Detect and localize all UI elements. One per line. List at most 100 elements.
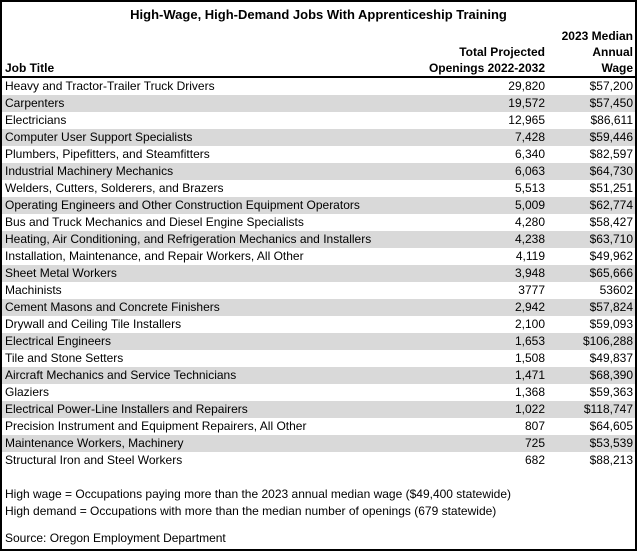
wage-cell: $51,251	[589, 181, 633, 195]
table-row: Carpenters 19,572 $57,450	[2, 95, 635, 112]
wage-cell: $53,539	[589, 436, 633, 450]
openings-cell: 1,022	[514, 402, 545, 416]
wage-cell: $68,390	[589, 368, 633, 382]
wage-cell: $59,363	[589, 385, 633, 399]
table-row: Tile and Stone Setters 1,508 $49,837	[2, 350, 635, 367]
openings-cell: 12,965	[508, 113, 545, 127]
footnote-high-demand: High demand = Occupations with more than…	[5, 504, 497, 518]
openings-cell: 1,508	[514, 351, 545, 365]
job-title-cell: Industrial Machinery Mechanics	[5, 164, 174, 178]
table-row: Precision Instrument and Equipment Repai…	[2, 418, 635, 435]
openings-cell: 5,513	[514, 181, 545, 195]
wage-cell: $57,824	[589, 300, 633, 314]
table-row: Heating, Air Conditioning, and Refrigera…	[2, 231, 635, 248]
openings-cell: 682	[524, 453, 545, 467]
source-line: Source: Oregon Employment Department	[5, 531, 226, 545]
wage-cell: $49,962	[589, 249, 633, 263]
openings-cell: 19,572	[508, 96, 545, 110]
wage-cell: $64,605	[589, 419, 633, 433]
wage-cell: $65,666	[589, 266, 633, 280]
job-title-cell: Precision Instrument and Equipment Repai…	[5, 419, 307, 433]
table-row: Welders, Cutters, Solderers, and Brazers…	[2, 180, 635, 197]
header-wage-line-2: Annual	[592, 45, 633, 59]
openings-cell: 6,063	[514, 164, 545, 178]
wage-cell: $118,747	[583, 402, 633, 416]
job-title-cell: Drywall and Ceiling Tile Installers	[5, 317, 182, 331]
wage-cell: $106,288	[582, 334, 633, 348]
wage-cell: $63,710	[589, 232, 633, 246]
wage-cell: $64,730	[589, 164, 633, 178]
table-row: Drywall and Ceiling Tile Installers 2,10…	[2, 316, 635, 333]
job-title-cell: Electrical Engineers	[5, 334, 112, 348]
table-row: Maintenance Workers, Machinery 725 $53,5…	[2, 435, 635, 452]
openings-cell: 5,009	[514, 198, 545, 212]
wage-cell: $88,213	[589, 453, 633, 467]
table-row: Electricians 12,965 $86,611	[2, 112, 635, 129]
openings-cell: 1,471	[514, 368, 545, 382]
openings-cell: 7,428	[514, 130, 545, 144]
job-title-cell: Cement Masons and Concrete Finishers	[5, 300, 220, 314]
openings-cell: 725	[524, 436, 545, 450]
wage-cell: $82,597	[589, 147, 633, 161]
job-title-cell: Welders, Cutters, Solderers, and Brazers	[5, 181, 224, 195]
wage-cell: 53602	[599, 283, 633, 297]
job-title-cell: Operating Engineers and Other Constructi…	[5, 198, 360, 212]
openings-cell: 1,653	[514, 334, 545, 348]
wage-cell: $57,200	[589, 79, 633, 93]
job-title-cell: Aircraft Mechanics and Service Technicia…	[5, 368, 237, 382]
openings-cell: 807	[524, 419, 545, 433]
header-wage: 2023 Median Annual Wage	[545, 28, 635, 76]
table-row: Plumbers, Pipefitters, and Steamfitters …	[2, 146, 635, 163]
job-title-cell: Maintenance Workers, Machinery	[5, 436, 184, 450]
openings-cell: 3,948	[514, 266, 545, 280]
openings-cell: 29,820	[508, 79, 545, 93]
table-row: Electrical Power-Line Installers and Rep…	[2, 401, 635, 418]
job-title-cell: Tile and Stone Setters	[5, 351, 124, 365]
table-row: Industrial Machinery Mechanics 6,063 $64…	[2, 163, 635, 180]
job-title-cell: Electrical Power-Line Installers and Rep…	[5, 402, 248, 416]
wage-cell: $59,446	[589, 130, 633, 144]
table-row: Electrical Engineers 1,653 $106,288	[2, 333, 635, 350]
table-row: Aircraft Mechanics and Service Technicia…	[2, 367, 635, 384]
footnotes: High wage = Occupations paying more than…	[2, 486, 635, 520]
table-title: High-Wage, High-Demand Jobs With Apprent…	[130, 7, 507, 22]
table-body: Heavy and Tractor-Trailer Truck Drivers …	[2, 78, 635, 469]
table-row: Cement Masons and Concrete Finishers 2,9…	[2, 299, 635, 316]
job-title-cell: Structural Iron and Steel Workers	[5, 453, 183, 467]
table-row: Machinists 3777 53602	[2, 282, 635, 299]
table-row: Computer User Support Specialists 7,428 …	[2, 129, 635, 146]
header-job-title: Job Title	[2, 60, 385, 76]
header-wage-line-3: Wage	[601, 61, 633, 75]
job-title-cell: Electricians	[5, 113, 67, 127]
wage-cell: $59,093	[589, 317, 633, 331]
openings-cell: 2,942	[514, 300, 545, 314]
job-title-cell: Sheet Metal Workers	[5, 266, 117, 280]
job-title-cell: Bus and Truck Mechanics and Diesel Engin…	[5, 215, 304, 229]
table-row: Sheet Metal Workers 3,948 $65,666	[2, 265, 635, 282]
table-row: Heavy and Tractor-Trailer Truck Drivers …	[2, 78, 635, 95]
job-title-cell: Heating, Air Conditioning, and Refrigera…	[5, 232, 372, 246]
job-title-cell: Carpenters	[5, 96, 65, 110]
wage-cell: $86,611	[590, 113, 634, 127]
header-openings-line-1: Total Projected	[459, 45, 545, 59]
table-row: Installation, Maintenance, and Repair Wo…	[2, 248, 635, 265]
openings-cell: 4,119	[515, 249, 545, 263]
openings-cell: 4,280	[514, 215, 545, 229]
header-wage-line-1: 2023 Median	[561, 29, 633, 43]
header-job-title-label: Job Title	[5, 61, 55, 75]
table-row: Bus and Truck Mechanics and Diesel Engin…	[2, 214, 635, 231]
job-title-cell: Plumbers, Pipefitters, and Steamfitters	[5, 147, 210, 161]
openings-cell: 4,238	[514, 232, 545, 246]
table-row: Structural Iron and Steel Workers 682 $8…	[2, 452, 635, 469]
job-title-cell: Glaziers	[5, 385, 50, 399]
openings-cell: 3777	[518, 283, 545, 297]
footnote-high-wage: High wage = Occupations paying more than…	[5, 487, 511, 501]
job-title-cell: Installation, Maintenance, and Repair Wo…	[5, 249, 304, 263]
table-header: Job Title Total Projected Openings 2022-…	[2, 26, 635, 78]
job-title-cell: Heavy and Tractor-Trailer Truck Drivers	[5, 79, 215, 93]
wage-cell: $49,837	[589, 351, 633, 365]
wage-cell: $58,427	[589, 215, 633, 229]
openings-cell: 1,368	[514, 385, 545, 399]
job-title-cell: Computer User Support Specialists	[5, 130, 193, 144]
